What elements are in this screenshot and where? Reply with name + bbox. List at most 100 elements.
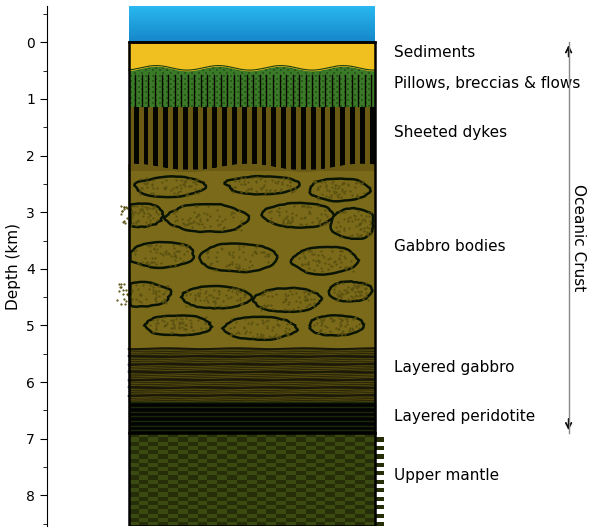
Point xyxy=(194,58,204,66)
Polygon shape xyxy=(222,317,298,340)
Point xyxy=(290,46,300,54)
Bar xyxy=(330,107,335,170)
Bar xyxy=(198,514,207,518)
Bar xyxy=(350,107,355,170)
Point xyxy=(196,47,206,55)
Point xyxy=(231,51,241,60)
Bar xyxy=(365,484,375,488)
Bar xyxy=(149,484,159,488)
Point xyxy=(237,54,247,62)
Point xyxy=(201,42,211,51)
Point xyxy=(140,52,150,60)
Bar xyxy=(247,476,256,480)
Bar xyxy=(286,510,296,514)
Point xyxy=(338,44,348,53)
Point xyxy=(206,44,216,52)
Point xyxy=(139,42,149,51)
Bar xyxy=(286,493,296,497)
Point xyxy=(199,57,209,66)
Point xyxy=(247,44,257,52)
Bar xyxy=(316,505,326,510)
Point xyxy=(276,50,286,59)
Bar xyxy=(227,527,237,531)
Bar xyxy=(149,467,159,471)
Point xyxy=(315,56,325,64)
Bar xyxy=(237,454,247,459)
Bar xyxy=(198,463,207,467)
Point xyxy=(162,43,171,51)
Point xyxy=(220,46,230,55)
Point xyxy=(342,42,352,51)
Bar xyxy=(138,463,149,467)
Point xyxy=(310,48,319,57)
Bar xyxy=(326,107,330,170)
Point xyxy=(296,48,306,56)
Bar xyxy=(129,30,375,31)
Bar xyxy=(227,501,237,505)
Point xyxy=(168,55,177,63)
Point xyxy=(285,42,295,51)
Point xyxy=(154,51,164,60)
Point xyxy=(172,51,182,60)
Bar xyxy=(335,488,345,493)
Point xyxy=(272,51,282,60)
Point xyxy=(348,54,358,63)
Bar xyxy=(365,510,375,514)
Point xyxy=(278,47,288,55)
Point xyxy=(238,42,248,51)
Bar xyxy=(306,510,316,514)
Bar xyxy=(198,505,207,510)
Point xyxy=(246,42,256,51)
Point xyxy=(321,56,330,64)
Point xyxy=(165,42,175,51)
Bar xyxy=(360,107,365,170)
Point xyxy=(164,59,174,67)
Point xyxy=(205,54,215,63)
Point xyxy=(278,58,288,66)
Point xyxy=(236,51,245,60)
Point xyxy=(151,44,160,53)
Point xyxy=(274,55,283,63)
Point xyxy=(261,51,271,59)
Point xyxy=(335,54,345,63)
Bar xyxy=(178,437,188,442)
Bar xyxy=(375,454,384,459)
Point xyxy=(157,56,167,64)
Point xyxy=(229,40,239,48)
Bar xyxy=(306,442,316,446)
Point xyxy=(247,59,257,67)
Point xyxy=(335,55,345,63)
Point xyxy=(354,46,364,54)
Point xyxy=(343,57,353,66)
Point xyxy=(217,40,227,48)
Point xyxy=(265,51,275,60)
Bar xyxy=(296,471,306,476)
Point xyxy=(316,58,326,66)
Point xyxy=(153,46,163,55)
Bar xyxy=(326,442,335,446)
Point xyxy=(171,57,181,65)
Bar xyxy=(227,510,237,514)
Point xyxy=(301,44,311,53)
Bar xyxy=(256,480,266,484)
Bar xyxy=(227,442,237,446)
Bar xyxy=(335,471,345,476)
Bar xyxy=(129,8,375,9)
Point xyxy=(279,46,289,55)
Bar xyxy=(345,501,355,505)
Point xyxy=(234,50,244,59)
Point xyxy=(231,41,241,49)
Bar xyxy=(198,437,207,442)
Bar xyxy=(256,463,266,467)
Bar xyxy=(247,467,256,471)
Point xyxy=(358,41,368,50)
Bar xyxy=(227,450,237,454)
Point xyxy=(276,39,286,48)
Bar xyxy=(311,107,316,170)
Point xyxy=(364,55,374,63)
Point xyxy=(358,39,368,48)
Bar xyxy=(168,459,178,463)
Bar xyxy=(247,493,256,497)
Point xyxy=(350,42,360,51)
Bar xyxy=(217,497,227,501)
